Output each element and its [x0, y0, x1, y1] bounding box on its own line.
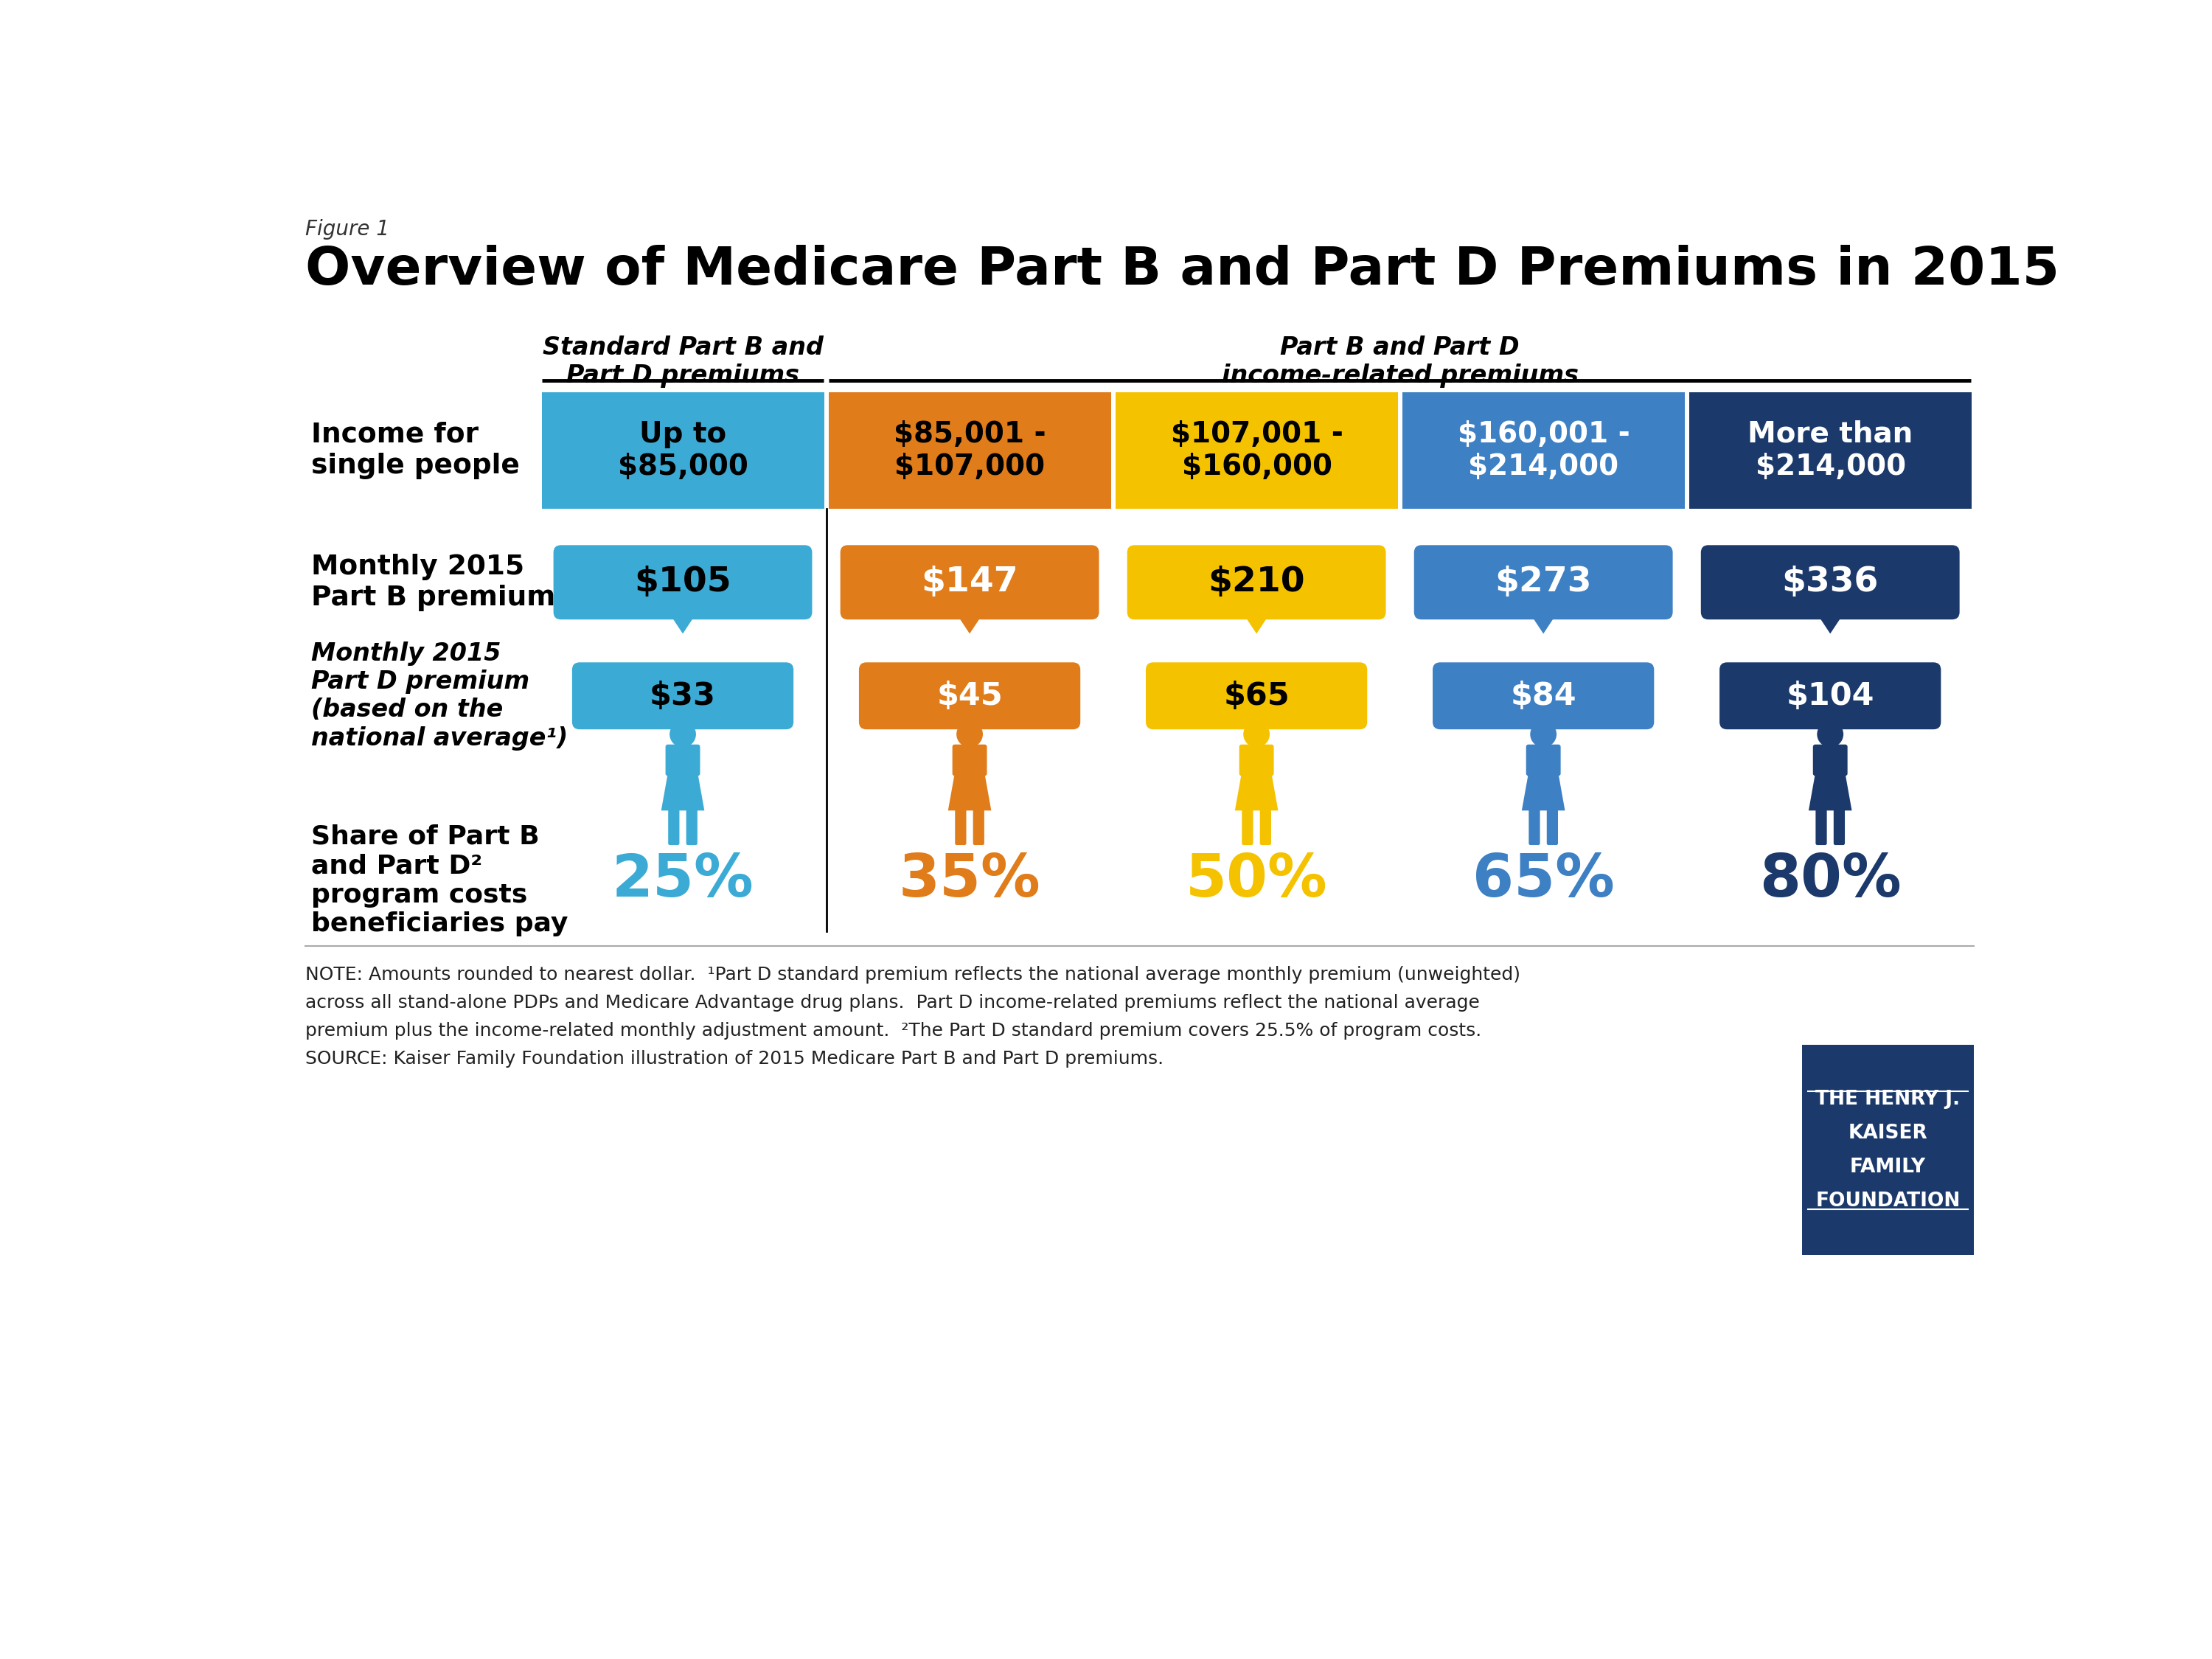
Polygon shape [668, 612, 697, 634]
Text: $85,001 -
$107,000: $85,001 - $107,000 [894, 420, 1046, 481]
FancyBboxPatch shape [1690, 392, 1971, 509]
FancyBboxPatch shape [1719, 662, 1940, 730]
Text: Income for
single people: Income for single people [310, 421, 520, 479]
Circle shape [956, 722, 982, 747]
Polygon shape [1243, 722, 1270, 743]
Text: $45: $45 [936, 680, 1002, 712]
Circle shape [1531, 722, 1557, 747]
FancyBboxPatch shape [956, 810, 967, 844]
FancyBboxPatch shape [973, 810, 984, 844]
FancyBboxPatch shape [1546, 810, 1557, 844]
FancyBboxPatch shape [1115, 392, 1398, 509]
Text: Figure 1: Figure 1 [305, 219, 389, 239]
Text: $336: $336 [1783, 566, 1878, 599]
FancyBboxPatch shape [830, 392, 1110, 509]
FancyBboxPatch shape [686, 810, 697, 844]
FancyBboxPatch shape [1542, 747, 1546, 753]
Text: 65%: 65% [1473, 851, 1615, 909]
FancyBboxPatch shape [1528, 810, 1540, 844]
Circle shape [1816, 722, 1843, 747]
Text: 50%: 50% [1186, 851, 1327, 909]
Text: Part B and Part D
income-related premiums: Part B and Part D income-related premium… [1221, 335, 1579, 388]
FancyBboxPatch shape [1261, 810, 1272, 844]
Text: Overview of Medicare Part B and Part D Premiums in 2015: Overview of Medicare Part B and Part D P… [305, 244, 2059, 295]
FancyBboxPatch shape [666, 745, 699, 776]
FancyBboxPatch shape [573, 662, 794, 730]
FancyBboxPatch shape [858, 662, 1079, 730]
Text: NOTE: Amounts rounded to nearest dollar.  ¹Part D standard premium reflects the : NOTE: Amounts rounded to nearest dollar.… [305, 966, 1520, 1068]
Polygon shape [661, 773, 703, 811]
Text: Up to
$85,000: Up to $85,000 [617, 420, 748, 481]
FancyBboxPatch shape [1803, 1045, 1973, 1256]
FancyBboxPatch shape [553, 546, 812, 619]
Polygon shape [1528, 612, 1557, 634]
Polygon shape [1522, 773, 1564, 811]
FancyBboxPatch shape [1526, 745, 1562, 776]
Text: Monthly 2015
Part D premium
(based on the
national average¹): Monthly 2015 Part D premium (based on th… [310, 642, 568, 750]
FancyBboxPatch shape [967, 747, 973, 753]
FancyBboxPatch shape [1834, 810, 1845, 844]
Text: THE HENRY J.
KAISER
FAMILY
FOUNDATION: THE HENRY J. KAISER FAMILY FOUNDATION [1816, 1090, 1960, 1211]
Text: $107,001 -
$160,000: $107,001 - $160,000 [1170, 420, 1343, 481]
FancyBboxPatch shape [1433, 662, 1655, 730]
FancyBboxPatch shape [1239, 745, 1274, 776]
Polygon shape [1809, 773, 1851, 811]
Text: $160,001 -
$214,000: $160,001 - $214,000 [1458, 420, 1630, 481]
Text: Standard Part B and
Part D premiums: Standard Part B and Part D premiums [542, 335, 823, 388]
FancyBboxPatch shape [1241, 810, 1254, 844]
Polygon shape [1528, 722, 1557, 743]
FancyBboxPatch shape [1146, 662, 1367, 730]
FancyBboxPatch shape [953, 745, 987, 776]
FancyBboxPatch shape [1413, 546, 1672, 619]
Polygon shape [1234, 773, 1279, 811]
Text: 80%: 80% [1759, 851, 1902, 909]
Text: 35%: 35% [898, 851, 1040, 909]
FancyBboxPatch shape [1827, 747, 1834, 753]
Text: Monthly 2015
Part B premium: Monthly 2015 Part B premium [310, 554, 555, 611]
Circle shape [670, 722, 697, 747]
Polygon shape [956, 722, 984, 743]
Polygon shape [956, 612, 984, 634]
Polygon shape [1816, 612, 1845, 634]
FancyBboxPatch shape [668, 810, 679, 844]
FancyBboxPatch shape [1701, 546, 1960, 619]
Circle shape [1243, 722, 1270, 747]
Polygon shape [949, 773, 991, 811]
Text: $105: $105 [635, 566, 732, 599]
FancyBboxPatch shape [1254, 747, 1259, 753]
FancyBboxPatch shape [1814, 745, 1847, 776]
Text: $147: $147 [920, 566, 1018, 599]
FancyBboxPatch shape [1816, 810, 1827, 844]
FancyBboxPatch shape [542, 392, 825, 509]
Text: $210: $210 [1208, 566, 1305, 599]
Text: $65: $65 [1223, 680, 1290, 712]
Text: $273: $273 [1495, 566, 1593, 599]
Text: $33: $33 [650, 680, 717, 712]
Text: Share of Part B
and Part D²
program costs
beneficiaries pay: Share of Part B and Part D² program cost… [310, 825, 568, 936]
FancyBboxPatch shape [1402, 392, 1686, 509]
Text: $104: $104 [1785, 680, 1874, 712]
Text: 25%: 25% [613, 851, 754, 909]
FancyBboxPatch shape [679, 747, 686, 753]
Polygon shape [668, 722, 697, 743]
Polygon shape [1243, 612, 1270, 634]
Text: $84: $84 [1511, 680, 1577, 712]
FancyBboxPatch shape [841, 546, 1099, 619]
Text: More than
$214,000: More than $214,000 [1747, 420, 1913, 481]
FancyBboxPatch shape [1128, 546, 1387, 619]
Polygon shape [1816, 722, 1845, 743]
